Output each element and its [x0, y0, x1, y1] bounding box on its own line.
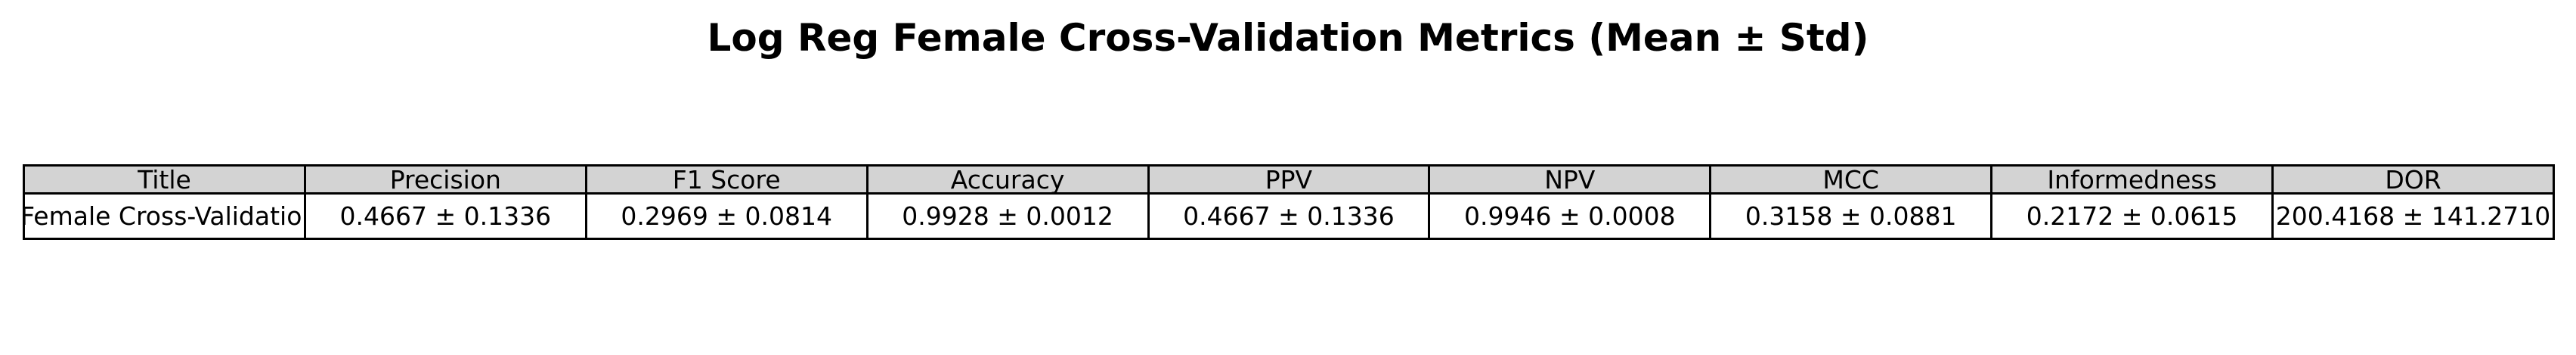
table-header-row: Title Precision F1 Score Accuracy PPV NP… — [23, 164, 2555, 195]
cell-title: Log Reg Female Cross-Validation Metrics — [23, 192, 306, 240]
metrics-table: Title Precision F1 Score Accuracy PPV NP… — [23, 164, 2555, 240]
cell-ppv: 0.4667 ± 0.1336 — [1147, 192, 1431, 240]
cell-mcc: 0.3158 ± 0.0881 — [1709, 192, 1993, 240]
cell-precision: 0.4667 ± 0.1336 — [303, 192, 587, 240]
cell-title-clip: Log Reg Female Cross-Validation Metrics — [25, 204, 304, 229]
cell-accuracy: 0.9928 ± 0.0012 — [865, 192, 1150, 240]
cell-npv: 0.9946 ± 0.0008 — [1428, 192, 1712, 240]
table-row: Log Reg Female Cross-Validation Metrics … — [23, 192, 2555, 240]
header-cell-mcc: MCC — [1709, 164, 1993, 195]
header-cell-informedness: Informedness — [1990, 164, 2274, 195]
cell-informedness: 0.2172 ± 0.0615 — [1990, 192, 2274, 240]
header-cell-dor: DOR — [2271, 164, 2555, 195]
header-cell-accuracy: Accuracy — [865, 164, 1150, 195]
header-cell-title: Title — [23, 164, 306, 195]
cell-dor: 200.4168 ± 141.2710 — [2271, 192, 2555, 240]
header-cell-ppv: PPV — [1147, 164, 1431, 195]
header-cell-npv: NPV — [1428, 164, 1712, 195]
chart-title: Log Reg Female Cross-Validation Metrics … — [707, 16, 1869, 60]
cell-title-text: Log Reg Female Cross-Validation Metrics — [25, 204, 304, 229]
cell-f1-score: 0.2969 ± 0.0814 — [584, 192, 868, 240]
header-cell-precision: Precision — [303, 164, 587, 195]
header-cell-f1-score: F1 Score — [584, 164, 868, 195]
